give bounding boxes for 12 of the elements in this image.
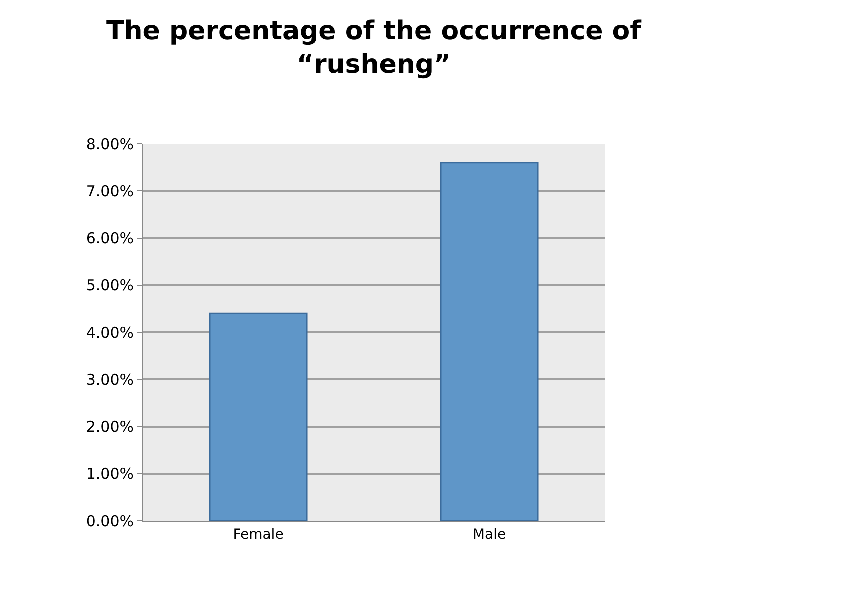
y-tick-label: 7.00%: [86, 182, 134, 200]
chart-title: The percentage of the occurrence of “rusheng”: [106, 16, 642, 80]
y-tick-label: 8.00%: [86, 135, 134, 154]
y-tick-label: 5.00%: [86, 276, 134, 295]
y-tick-label: 0.00%: [86, 512, 134, 530]
y-tick-label: 2.00%: [86, 418, 134, 436]
y-tick-label: 6.00%: [86, 230, 134, 248]
x-tick-label: Female: [233, 526, 284, 543]
y-tick-label: 4.00%: [86, 324, 134, 342]
y-tick-label: 1.00%: [86, 465, 134, 484]
y-tick-label: 3.00%: [86, 370, 134, 389]
x-tick-label: Male: [472, 526, 506, 543]
